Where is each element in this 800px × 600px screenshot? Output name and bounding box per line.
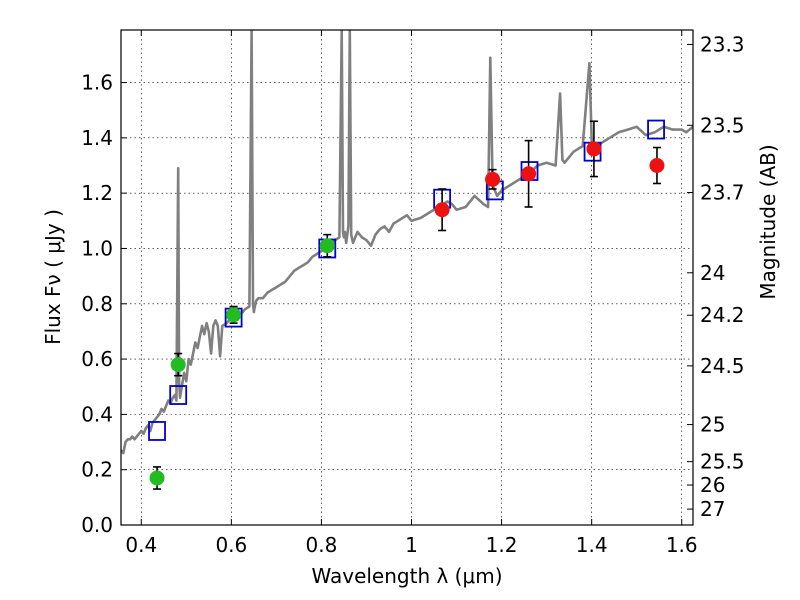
x-tick-label: 1.4: [576, 533, 608, 557]
magnitude-tick-label: 27: [700, 497, 725, 521]
plot-area: [121, 30, 693, 490]
observed-flux-point: [521, 166, 537, 182]
observed-flux-point: [226, 307, 242, 323]
x-tick-label: 0.4: [125, 533, 157, 557]
y-tick-label: 0.8: [81, 292, 113, 316]
x-tick-label: 1.2: [486, 533, 518, 557]
observed-flux-point: [649, 158, 665, 174]
magnitude-tick-label: 25: [700, 413, 725, 437]
x-tick-label: 0.6: [215, 533, 247, 557]
x-tick-label: 1.6: [666, 533, 698, 557]
x-axis-label: Wavelength λ (μm): [311, 564, 502, 588]
model-flux-square: [647, 119, 665, 140]
magnitude-tick-label: 23.5: [700, 113, 745, 137]
x-tick-label: 0.8: [306, 533, 338, 557]
y-tick-label: 0.0: [81, 513, 113, 537]
y-tick-label: 0.6: [81, 347, 113, 371]
observed-flux-point: [319, 238, 335, 254]
magnitude-tick-label: 24.2: [700, 303, 745, 327]
x-tick-label: 1: [405, 533, 418, 557]
observed-flux-point: [149, 470, 165, 486]
y-tick-label: 1.4: [81, 126, 113, 150]
y-axis-label: Flux Fν ( μJy ): [41, 209, 65, 345]
magnitude-tick-label: 25.5: [700, 450, 745, 474]
axes: 0.4 0.6 0.8 1 1.2 1.4 1.6 0.0 0.2 0.4 0.6 0.8 1.0 1.2…: [81, 30, 745, 557]
plot-frame: [120, 29, 694, 526]
model-flux-square: [148, 421, 166, 441]
observed-flux-point: [586, 141, 602, 157]
observed-flux-point: [170, 357, 186, 373]
magnitude-tick-label: 26: [700, 473, 725, 497]
magnitude-tick-label: 23.7: [700, 181, 745, 205]
observed-flux-point: [485, 171, 501, 187]
y-tick-label: 1.0: [81, 236, 113, 260]
magnitude-tick-label: 24: [700, 261, 725, 285]
observed-flux-point: [434, 202, 450, 218]
magnitude-tick-label: 23.3: [700, 32, 745, 56]
grid: [121, 30, 693, 525]
y-tick-label: 1.2: [81, 181, 113, 205]
model-flux-square: [169, 385, 188, 405]
magnitude-tick-label: 24.5: [700, 354, 745, 378]
y-tick-label: 0.4: [81, 402, 113, 426]
magnitude-axis-label: Magnitude (AB): [756, 144, 780, 299]
y-tick-label: 0.2: [81, 458, 113, 482]
y-tick-label: 1.6: [81, 71, 113, 95]
